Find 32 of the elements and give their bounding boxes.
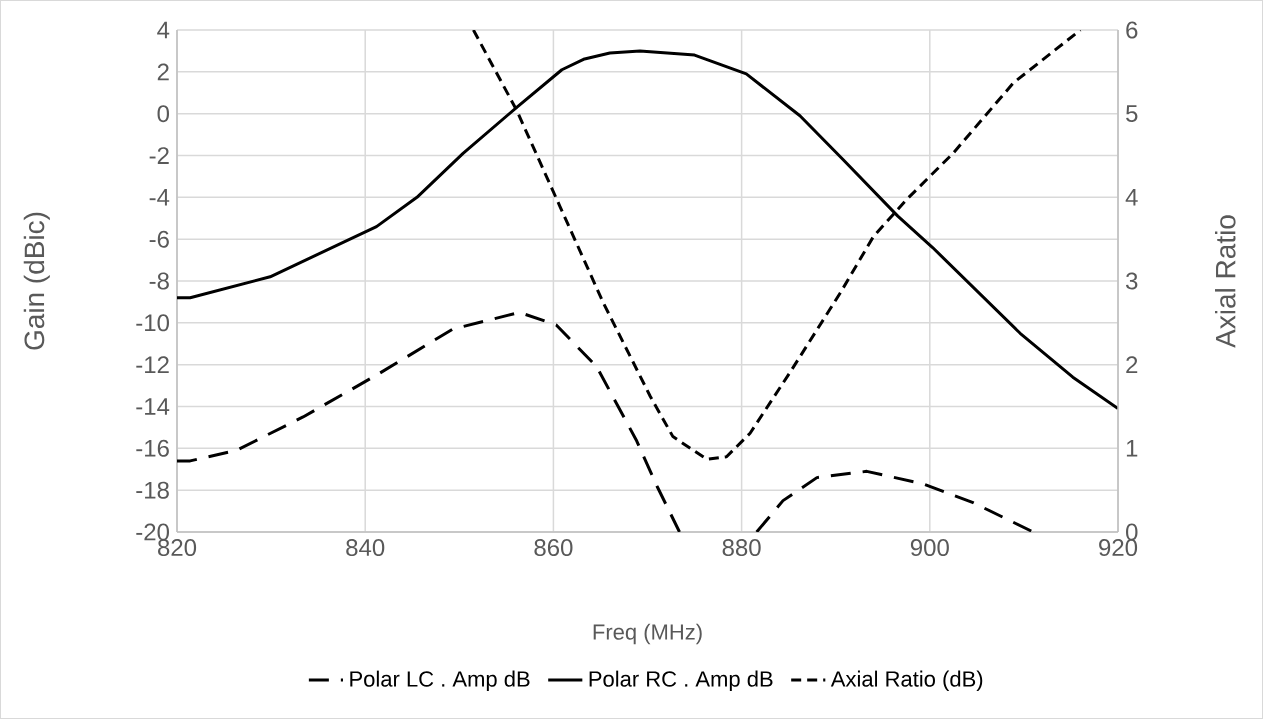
y-tick-label: -6	[149, 230, 169, 248]
legend-label: Polar LC . Amp dB	[350, 670, 530, 692]
y2-tick-label: 4	[1125, 189, 1138, 206]
legend-label: Axial Ratio (dB)	[830, 670, 983, 692]
y2-tick-label: 2	[1126, 356, 1138, 374]
y-tick-label: 2	[157, 63, 169, 81]
x-tick-label: 820	[158, 539, 197, 557]
y-tick-label: -12	[136, 356, 169, 374]
y-tick-label: -14	[136, 398, 170, 415]
x-axis-title: Freq (MHz)	[593, 623, 702, 645]
y2-tick-label: 0	[1126, 523, 1138, 541]
x-tick-label: 900	[910, 539, 949, 557]
y-tick-label: -2	[149, 147, 169, 164]
y2-axis-title: Axial Ratio	[1215, 215, 1236, 348]
x-tick-label: 860	[534, 539, 573, 557]
y2-tick-label: 1	[1126, 440, 1138, 457]
y2-tick-label: 6	[1126, 21, 1138, 39]
y-tick-label: -8	[149, 272, 169, 290]
x-tick-label: 880	[722, 539, 761, 557]
legend-label: Polar RC . Amp dB	[589, 670, 773, 692]
y-tick-label: -20	[136, 523, 170, 541]
y2-tick-label: 3	[1125, 272, 1138, 290]
y-tick-label: -18	[136, 481, 169, 499]
x-tick-label: 840	[346, 539, 385, 557]
y-tick-label: -4	[149, 189, 170, 206]
x-tick-label: 920	[1099, 539, 1138, 557]
y-tick-label: 4	[157, 21, 170, 39]
y-tick-label: -10	[136, 314, 170, 332]
y-axis-title: Gain (dBic)	[23, 212, 50, 350]
y2-tick-label: 5	[1126, 105, 1138, 123]
y-tick-label: -16	[136, 439, 169, 457]
y-tick-label: 0	[157, 105, 170, 123]
